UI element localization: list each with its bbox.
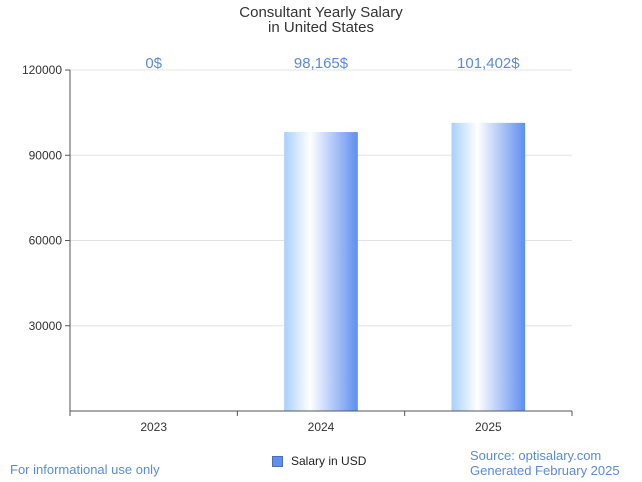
y-tick-label: 60000 xyxy=(29,234,63,248)
y-tick-label: 120000 xyxy=(22,63,62,77)
data-label: 0$ xyxy=(145,55,162,72)
bar xyxy=(451,122,526,412)
chart-title: Consultant Yearly Salary xyxy=(239,4,403,21)
x-tick-label: 2023 xyxy=(140,420,167,434)
legend-label: Salary in USD xyxy=(291,454,367,468)
chart-subtitle: in United States xyxy=(268,19,374,36)
y-tick-label: 90000 xyxy=(29,148,63,162)
data-label: 98,165$ xyxy=(294,55,349,72)
bar xyxy=(284,132,358,411)
y-tick-label: 30000 xyxy=(29,319,63,333)
x-tick-label: 2024 xyxy=(308,420,335,434)
disclaimer: For informational use only xyxy=(10,462,160,477)
legend-swatch xyxy=(272,455,283,467)
source-text: Source: optisalary.com xyxy=(470,448,602,463)
generated-text: Generated February 2025 xyxy=(470,463,620,478)
legend: Salary in USD xyxy=(272,454,366,468)
x-tick-label: 2025 xyxy=(475,420,502,434)
data-label: 101,402$ xyxy=(457,55,520,72)
